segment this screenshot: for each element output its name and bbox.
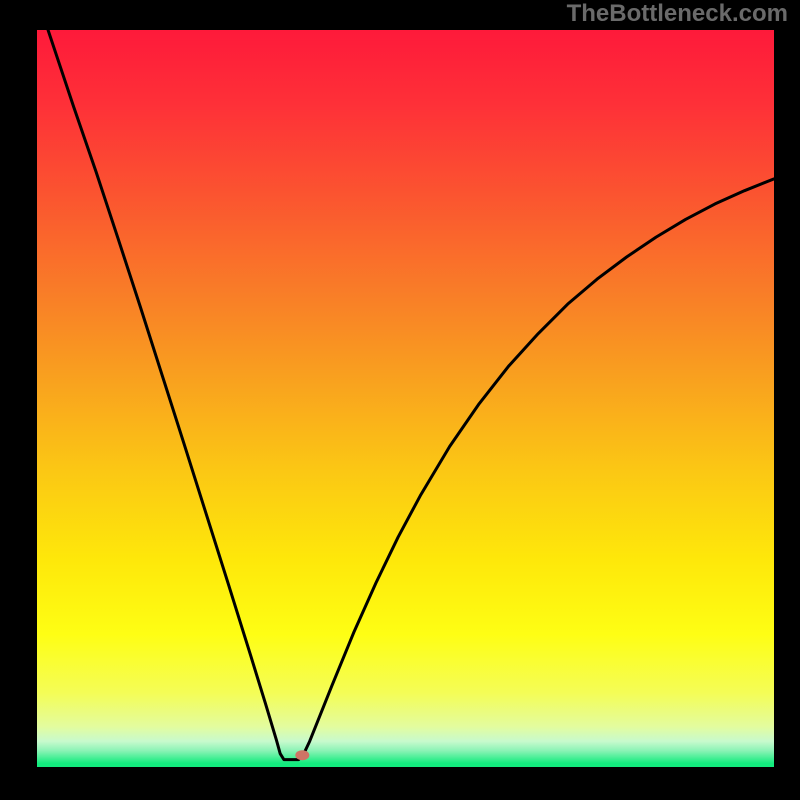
chart-frame: TheBottleneck.com — [0, 0, 800, 800]
gradient-background — [37, 30, 774, 767]
chart-svg — [37, 30, 774, 767]
optimal-point-marker — [295, 750, 309, 760]
watermark-text: TheBottleneck.com — [567, 0, 788, 28]
plot-area — [37, 30, 774, 767]
